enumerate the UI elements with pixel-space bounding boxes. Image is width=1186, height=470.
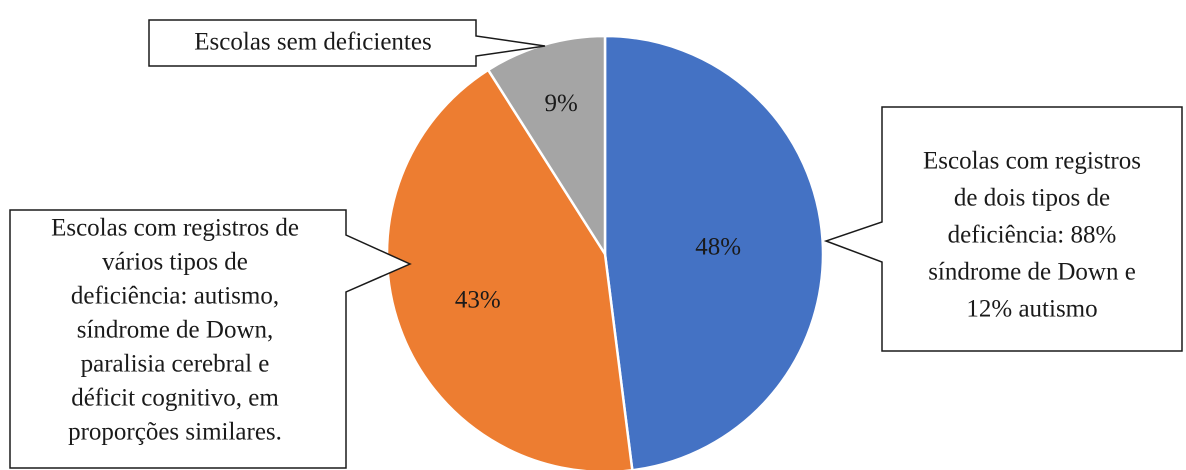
pie-slices — [385, 34, 825, 470]
callout-dois-tipos-line: de dois tipos de — [954, 185, 1110, 212]
callout-dois-tipos-line: Escolas com registros — [923, 148, 1141, 175]
pie-value-labels: 48% 43% 9% — [455, 90, 741, 314]
callout-dois-tipos-box — [823, 106, 1183, 352]
callout-varios-tipos-line: paralisia cerebral e — [81, 351, 270, 378]
value-label-dois-tipos: 48% — [695, 233, 741, 260]
slice-varios-tipos — [385, 68, 634, 470]
callout-varios-tipos-line: déficit cognitivo, em — [71, 385, 279, 412]
callout-dois-tipos-line: 12% autismo — [966, 296, 1097, 323]
pie-callouts: Escolas com registros de dois tipos de def… — [9, 19, 1183, 469]
callout-dois-tipos: Escolas com registros de dois tipos de def… — [823, 106, 1183, 352]
callout-varios-tipos-line: deficiência: autismo, — [71, 283, 279, 310]
slice-sem-deficientes — [486, 34, 607, 259]
callout-varios-tipos-line: Escolas com registros de — [51, 215, 299, 242]
callout-sem-deficientes-box — [148, 19, 546, 67]
callout-sem-deficientes-line: Escolas sem deficientes — [194, 29, 431, 56]
callout-varios-tipos-line: síndrome de Down, — [77, 317, 274, 344]
value-label-sem-deficientes: 9% — [545, 90, 578, 117]
callout-varios-tipos-box — [9, 209, 412, 469]
value-label-varios-tipos: 43% — [455, 286, 501, 313]
callout-dois-tipos-line: síndrome de Down e — [928, 259, 1136, 286]
callout-dois-tipos-line: deficiência: 88% — [948, 222, 1117, 249]
callout-varios-tipos-line: proporções similares. — [68, 419, 282, 446]
callout-varios-tipos-line: vários tipos de — [102, 249, 248, 276]
callout-sem-deficientes: Escolas sem deficientes — [148, 19, 546, 67]
slice-dois-tipos — [603, 34, 825, 470]
callout-varios-tipos: Escolas com registros de vários tipos de d… — [9, 209, 412, 469]
